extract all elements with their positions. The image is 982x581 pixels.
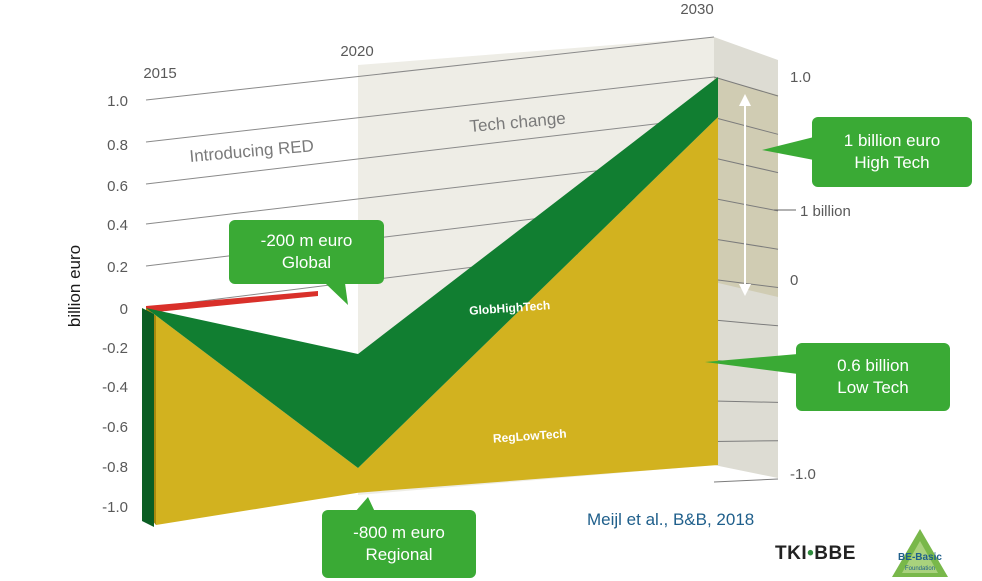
span-marker-label: 1 billion (800, 203, 851, 220)
y-tick-label: 0 (120, 301, 128, 318)
y-tick-label: 1.0 (107, 93, 128, 110)
year-label: 2030 (680, 1, 713, 18)
series-area-globhightech (146, 77, 718, 468)
right-axis-label: -1.0 (790, 466, 816, 483)
y-tick-label: 0.2 (107, 259, 128, 276)
tki-bbe-logo: TKI•BBE (775, 543, 856, 565)
year-label: 2020 (340, 43, 373, 60)
callout-pointer-high-tech (762, 137, 814, 160)
right-wall-tick (713, 440, 779, 442)
y-tick-label: -0.4 (102, 379, 128, 396)
grid-line (145, 76, 715, 143)
grid-line (145, 36, 715, 101)
grid-line (145, 116, 715, 185)
series-area-reglowtech (146, 117, 718, 525)
logo-dot-icon: • (807, 543, 815, 564)
callout-pointer-global (325, 283, 348, 305)
y-tick-label: -1.0 (102, 499, 128, 516)
right-wall-tick (713, 319, 779, 327)
red-accent (146, 291, 318, 313)
right-wall-tick (713, 400, 779, 403)
be-basic-logo-subtext: Foundation (905, 566, 935, 572)
series-label-reglowtech: RegLowTech (492, 426, 567, 445)
phase-label: Introducing RED (189, 136, 315, 166)
callout-low-tech: 0.6 billion Low Tech (796, 343, 950, 411)
be-basic-logo-text: BE-Basic (898, 552, 942, 563)
year-label: 2015 (143, 65, 176, 82)
right-wall-tick (713, 76, 779, 97)
be-basic-logo: BE-Basic Foundation (892, 529, 948, 577)
y-tick-label: -0.8 (102, 459, 128, 476)
y-tick-label: 0.8 (107, 137, 128, 154)
series-depth-globhightech (142, 308, 154, 527)
series-label-globhightech: GlobHighTech (469, 298, 551, 318)
right-axis-label: 0 (790, 272, 798, 289)
source-credit: Meijl et al., B&B, 2018 (587, 510, 755, 529)
span-marker-arrow-down (739, 284, 751, 296)
right-axis-label: 1.0 (790, 69, 811, 86)
y-tick-label: -0.2 (102, 340, 128, 357)
callout-pointer-low-tech (705, 354, 798, 374)
callout-high-tech: 1 billion euro High Tech (812, 117, 972, 187)
y-tick-label: -0.6 (102, 419, 128, 436)
tki-logo-right: BBE (814, 543, 856, 564)
callout-global: -200 m euro Global (229, 220, 384, 284)
y-tick-label: 0.4 (107, 217, 128, 234)
right-wall-tick (713, 478, 779, 483)
y-tick-label: 0.6 (107, 178, 128, 195)
tki-logo-left: TKI (775, 543, 808, 564)
callout-regional: -800 m euro Regional (322, 510, 476, 578)
y-axis-title: billion euro (65, 245, 84, 327)
span-marker-arrow-up (739, 94, 751, 106)
callout-pointer-regional (355, 497, 375, 512)
